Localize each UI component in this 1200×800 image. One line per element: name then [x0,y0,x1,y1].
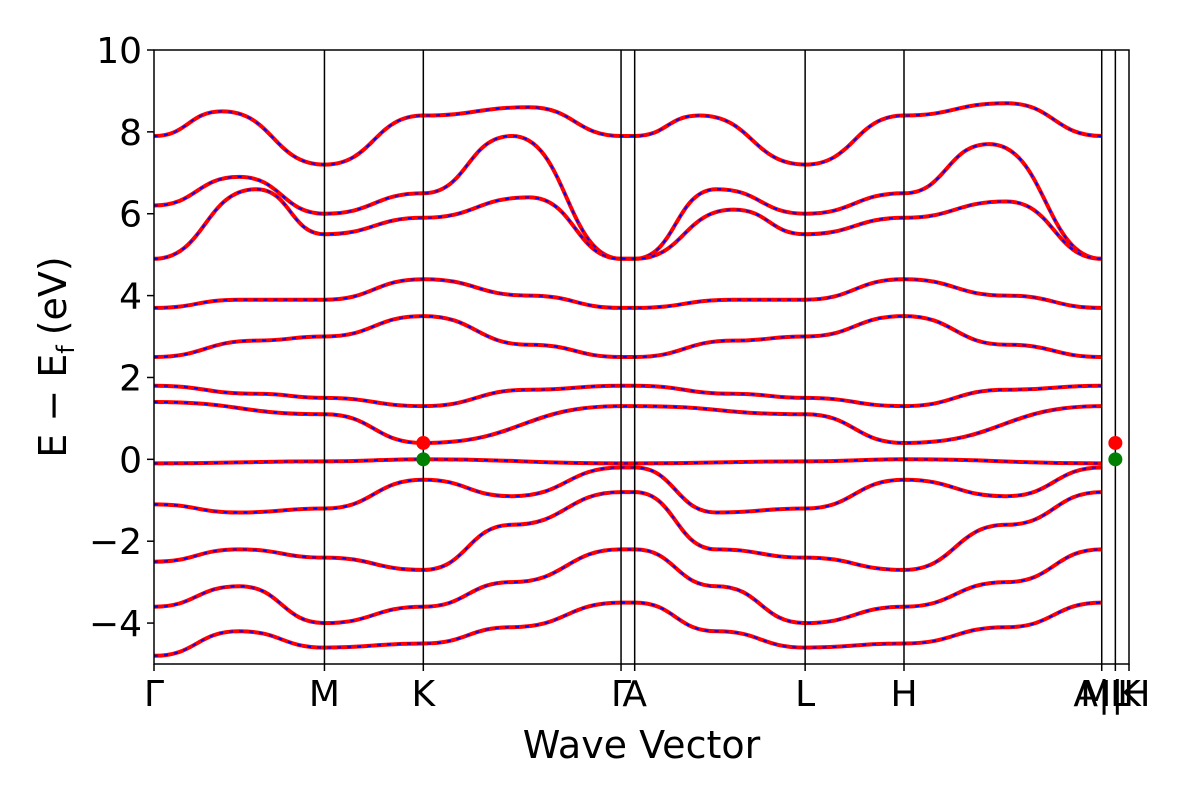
x-tick-label: Γ [144,674,164,715]
marker-0 [416,435,431,450]
marker-layer [416,435,1123,467]
bands-layer [154,101,1102,658]
y-axis-title-subscript: f [52,345,80,354]
y-axis-title-unit: (eV) [31,256,75,335]
y-tick-label: −2 [89,522,142,563]
y-tick-label: 4 [119,277,142,318]
band-red-3 [154,133,1102,261]
y-tick-label: −4 [89,604,142,645]
band-blue-7 [154,384,1102,408]
marker-2 [1108,435,1123,450]
high-symmetry-lines [323,50,1117,664]
x-tick-label: M|H [1080,674,1150,715]
band-red-6 [154,314,1102,359]
y-axis-ticks: −4 −2 0 2 4 6 8 10 [89,31,154,645]
marker-3 [1108,452,1123,467]
y-axis-title: E − Ef (eV) [31,256,80,458]
plot-frame [153,49,1130,665]
x-tick-label: Γ [611,674,631,715]
marker-1 [416,452,431,467]
band-blue-9 [154,491,1102,571]
band-blue-4 [154,188,1102,260]
band-red-1 [154,400,1102,446]
band-red-4 [154,187,1102,261]
y-tick-label: 2 [119,358,142,399]
y-axis-title-main: E − E [31,354,75,458]
x-tick-label: K [1117,674,1142,715]
x-tick-label: H [890,674,917,715]
band-red-5 [154,277,1102,310]
x-axis-title: Wave Vector [523,723,761,767]
band-red-9 [154,490,1102,572]
x-tick-label: M [309,674,340,715]
x-tick-label: K [412,674,437,715]
y-tick-label: 10 [96,31,142,72]
y-tick-label: 6 [119,195,142,236]
x-tick-label: L [795,674,815,715]
band-red-10 [154,547,1102,626]
band-red-11 [154,600,1102,658]
band-blue-8 [154,466,1102,514]
band-blue-11 [154,601,1102,657]
x-tick-label: A|L [1073,674,1130,715]
band-red-2 [154,101,1102,167]
x-tick-label: A [622,674,647,715]
x-axis-ticks: Γ M K ΓA L H A|LM|HK [144,664,1150,715]
y-tick-label: 8 [119,113,142,154]
band-blue-10 [154,548,1102,625]
band-blue-5 [154,278,1102,309]
y-tick-label: 0 [119,440,142,481]
